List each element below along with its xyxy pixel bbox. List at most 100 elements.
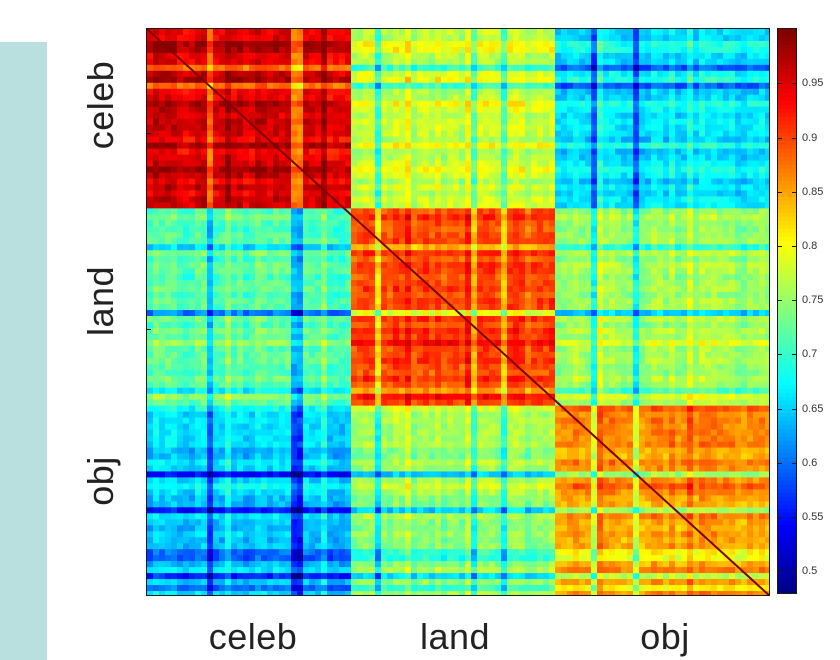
heatmap-cell	[435, 202, 442, 209]
heatmap-cell	[609, 292, 616, 299]
heatmap-cell	[759, 154, 766, 162]
heatmap-cell	[321, 190, 328, 198]
heatmap-cell	[255, 202, 262, 209]
heatmap-cell	[411, 46, 418, 54]
heatmap-cell	[489, 130, 496, 138]
heatmap-cell	[717, 232, 724, 239]
heatmap-cell	[285, 256, 292, 263]
heatmap-cell	[231, 226, 238, 233]
heatmap-cell	[657, 70, 664, 78]
heatmap-cell	[585, 112, 592, 120]
heatmap-cell	[483, 64, 490, 72]
heatmap-cell	[735, 106, 742, 114]
heatmap-cell	[447, 262, 454, 269]
heatmap-cell	[153, 268, 160, 275]
heatmap-cell	[699, 184, 706, 192]
heatmap-cell	[621, 64, 628, 72]
heatmap-cell	[585, 250, 592, 257]
heatmap-cell	[507, 232, 514, 239]
heatmap-cell	[531, 238, 538, 245]
heatmap-cell	[165, 292, 172, 299]
heatmap-cell	[669, 172, 676, 180]
heatmap-cell	[321, 244, 328, 251]
heatmap-cell	[171, 136, 178, 144]
heatmap-cell	[513, 94, 520, 102]
heatmap-cell	[747, 29, 754, 36]
heatmap-cell	[327, 298, 334, 305]
heatmap-cell	[339, 40, 346, 48]
heatmap-cell	[309, 298, 316, 305]
heatmap-cell	[741, 46, 748, 54]
heatmap-cell	[279, 214, 286, 221]
heatmap-cell	[675, 214, 682, 221]
heatmap-cell	[615, 82, 622, 90]
heatmap-cell	[681, 250, 688, 257]
heatmap-cell	[543, 232, 550, 239]
heatmap-cell	[405, 112, 412, 120]
heatmap-cell	[747, 100, 754, 108]
heatmap-cell	[645, 226, 652, 233]
heatmap-cell	[669, 184, 676, 192]
heatmap-cell	[417, 112, 424, 120]
heatmap-cell	[291, 256, 298, 263]
heatmap-cell	[567, 244, 574, 251]
heatmap-cell	[429, 250, 436, 257]
heatmap-cell	[501, 40, 508, 48]
heatmap-cell	[405, 46, 412, 54]
heatmap-cell	[639, 29, 646, 36]
heatmap-cell	[645, 154, 652, 162]
heatmap-cell	[699, 46, 706, 54]
heatmap-cell	[675, 208, 682, 215]
heatmap-cell	[525, 220, 532, 227]
heatmap-cell	[387, 118, 394, 126]
heatmap-cell	[663, 88, 670, 96]
heatmap-cell	[327, 214, 334, 221]
heatmap-cell	[483, 118, 490, 126]
heatmap-cell	[441, 64, 448, 72]
heatmap-cell	[423, 184, 430, 192]
heatmap-cell	[645, 29, 652, 36]
heatmap-cell	[477, 100, 484, 108]
heatmap-cell	[693, 262, 700, 269]
heatmap-cell	[435, 34, 442, 42]
heatmap-cell	[645, 70, 652, 78]
heatmap-cell	[615, 178, 622, 186]
heatmap-cell	[657, 232, 664, 239]
heatmap-cell	[339, 172, 346, 180]
heatmap-cell	[717, 76, 724, 84]
heatmap-cell	[483, 130, 490, 138]
heatmap-cell	[483, 88, 490, 96]
heatmap-cell	[447, 142, 454, 150]
heatmap-cell	[585, 76, 592, 84]
heatmap-cell	[417, 250, 424, 257]
heatmap-cell	[279, 286, 286, 293]
heatmap-cell	[225, 58, 232, 66]
heatmap-cell	[333, 124, 340, 132]
heatmap-cell	[519, 94, 526, 102]
heatmap-cell	[705, 226, 712, 233]
heatmap-cell	[441, 82, 448, 90]
heatmap-cell	[717, 58, 724, 66]
heatmap-cell	[321, 232, 328, 239]
heatmap-cell	[381, 34, 388, 42]
heatmap-cell	[465, 154, 472, 162]
heatmap-cell	[213, 112, 220, 120]
heatmap-cell	[519, 202, 526, 209]
heatmap-cell	[459, 256, 466, 263]
heatmap-cell	[405, 232, 412, 239]
heatmap-cell	[531, 274, 538, 281]
heatmap-cell	[465, 52, 472, 60]
heatmap-cell	[321, 82, 328, 90]
heatmap-cell	[765, 148, 769, 156]
heatmap-cell	[489, 298, 496, 305]
heatmap-cell	[201, 52, 208, 60]
heatmap-cell	[489, 250, 496, 257]
heatmap-cell	[309, 40, 316, 48]
heatmap-cell	[603, 82, 610, 90]
heatmap-cell	[339, 94, 346, 102]
heatmap-cell	[585, 304, 592, 311]
heatmap-cell	[381, 40, 388, 48]
heatmap-cell	[567, 220, 574, 227]
heatmap-cell	[657, 280, 664, 287]
heatmap-cell	[321, 58, 328, 66]
